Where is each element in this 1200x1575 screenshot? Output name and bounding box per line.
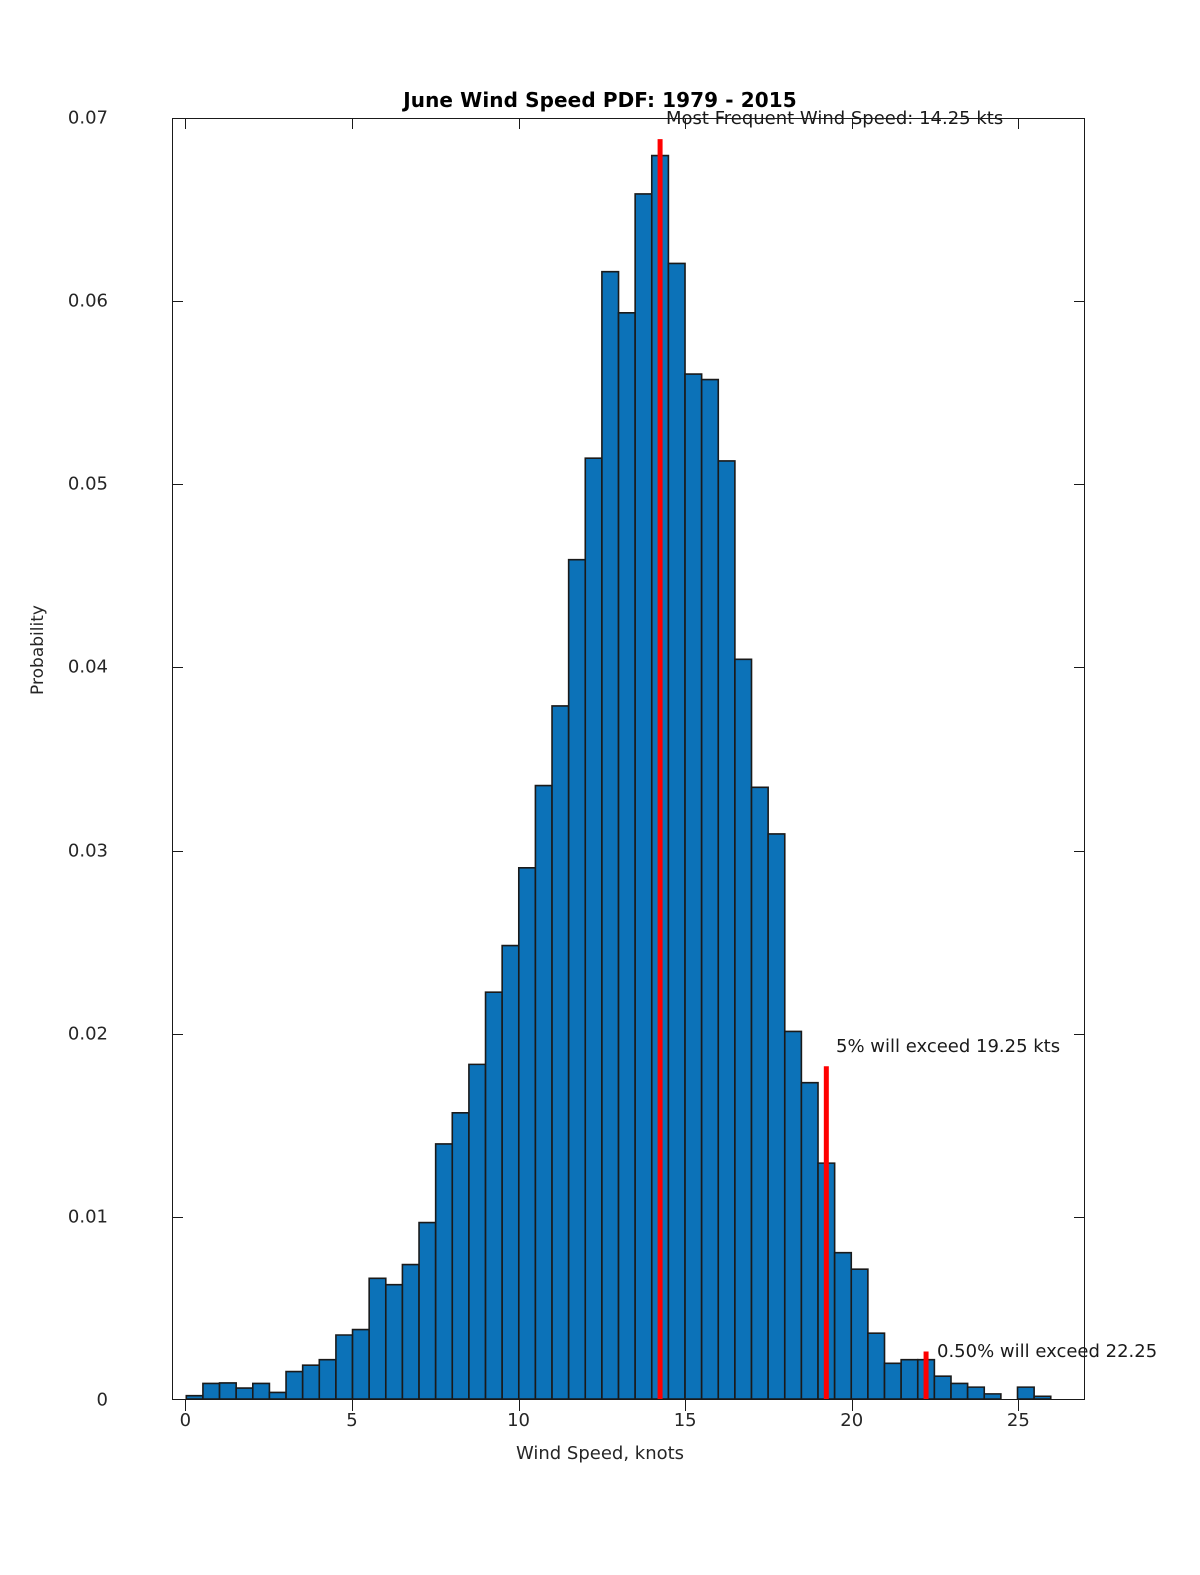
histogram-bar — [353, 1330, 370, 1399]
histogram-bar — [402, 1265, 419, 1399]
histogram-bar — [984, 1394, 1001, 1399]
histogram-bar — [968, 1387, 985, 1399]
histogram-bar — [901, 1360, 918, 1399]
annotation-5-percent-exceed: 5% will exceed 19.25 kts — [836, 1036, 1061, 1057]
x-tick-mark — [185, 1400, 187, 1411]
y-tick-mark — [1074, 1033, 1085, 1035]
histogram-bar — [535, 786, 552, 1399]
histogram-bar — [885, 1363, 902, 1399]
y-tick-mark — [1074, 850, 1085, 852]
x-tick-label: 10 — [507, 1410, 530, 1431]
y-tick-label: 0.02 — [67, 1023, 108, 1045]
x-tick-mark — [518, 1400, 520, 1411]
x-tick-mark — [685, 1400, 687, 1411]
x-tick-mark — [685, 118, 687, 129]
y-tick-label: 0.01 — [67, 1206, 108, 1228]
x-tick-label: 20 — [840, 1410, 864, 1431]
histogram-bar — [269, 1392, 286, 1399]
y-tick-label: 0.05 — [67, 473, 108, 495]
histogram-bar — [436, 1144, 453, 1399]
histogram-bar — [835, 1253, 852, 1399]
histogram-bar — [236, 1388, 253, 1399]
x-tick-mark — [1018, 118, 1020, 129]
histogram-bar — [502, 946, 519, 1399]
histogram-bar — [286, 1372, 303, 1399]
histogram-bar — [519, 868, 536, 1399]
y-tick-label: 0.04 — [67, 656, 108, 678]
histogram-bar — [303, 1365, 320, 1399]
x-tick-mark — [185, 118, 187, 129]
histogram-bar — [602, 272, 619, 1399]
histogram-bar — [469, 1064, 486, 1399]
histogram-bar — [619, 313, 636, 1399]
y-tick-label: 0.03 — [67, 840, 108, 862]
x-tick-mark — [351, 1400, 353, 1411]
y-tick-mark — [172, 667, 183, 669]
histogram-bar — [702, 380, 719, 1399]
histogram-bar — [868, 1333, 885, 1399]
histogram-bar — [220, 1383, 237, 1399]
histogram-bar — [934, 1376, 951, 1399]
histogram-bars-layer — [173, 119, 1084, 1399]
y-tick-mark — [172, 1216, 183, 1218]
y-axis-label: Probability — [28, 605, 48, 695]
histogram-bar — [585, 458, 602, 1399]
histogram-bar — [768, 834, 785, 1399]
y-tick-mark — [172, 484, 183, 486]
histogram-bar — [336, 1335, 353, 1399]
histogram-bar — [569, 560, 586, 1399]
x-tick-label: 25 — [1006, 1410, 1030, 1431]
plot-area — [172, 118, 1085, 1400]
histogram-bar — [951, 1383, 968, 1399]
histogram-bar — [203, 1383, 220, 1399]
x-tick-mark — [518, 118, 520, 129]
histogram-bar — [186, 1396, 203, 1399]
histogram-bar — [419, 1223, 436, 1399]
histogram-bar — [253, 1383, 270, 1399]
y-tick-label: 0.07 — [67, 107, 108, 129]
histogram-bar — [369, 1278, 386, 1399]
x-tick-label: 0 — [179, 1410, 192, 1431]
x-tick-mark — [851, 1400, 853, 1411]
x-axis-label: Wind Speed, knots — [515, 1443, 685, 1464]
histogram-bar — [668, 263, 685, 1399]
x-tick-mark — [851, 118, 853, 129]
histogram-bar — [1018, 1387, 1035, 1399]
y-tick-label: 0.06 — [67, 290, 108, 312]
x-tick-mark — [1018, 1400, 1020, 1411]
histogram-bar — [735, 659, 752, 1399]
histogram-bar — [752, 787, 769, 1399]
histogram-bar — [319, 1360, 336, 1399]
histogram-bar — [785, 1031, 802, 1399]
y-tick-mark — [1074, 1216, 1085, 1218]
histogram-bar — [486, 992, 503, 1399]
histogram-bar — [386, 1285, 403, 1399]
y-tick-mark — [172, 850, 183, 852]
annotation-half-percent-exceed: 0.50% will exceed 22.25 — [937, 1341, 1158, 1362]
y-tick-mark — [172, 1033, 183, 1035]
histogram-bar — [452, 1113, 469, 1399]
y-tick-label: 0 — [96, 1389, 108, 1411]
y-tick-mark — [1074, 667, 1085, 669]
y-tick-mark — [1074, 484, 1085, 486]
y-tick-mark — [172, 301, 183, 303]
histogram-bar — [718, 461, 735, 1399]
chart-title: June Wind Speed PDF: 1979 - 2015 — [403, 88, 797, 112]
x-tick-mark — [351, 118, 353, 129]
histogram-svg — [173, 119, 1084, 1399]
histogram-bar — [851, 1269, 868, 1399]
histogram-bar — [685, 374, 702, 1399]
x-tick-label: 15 — [673, 1410, 697, 1431]
x-tick-label: 5 — [346, 1410, 358, 1431]
y-tick-mark — [1074, 301, 1085, 303]
histogram-bar — [1034, 1396, 1051, 1399]
histogram-bar — [635, 194, 652, 1399]
histogram-bar — [801, 1083, 818, 1399]
histogram-bar — [552, 706, 569, 1399]
annotation-most-frequent-wind-speed: Most Frequent Wind Speed: 14.25 kts — [666, 108, 1004, 129]
